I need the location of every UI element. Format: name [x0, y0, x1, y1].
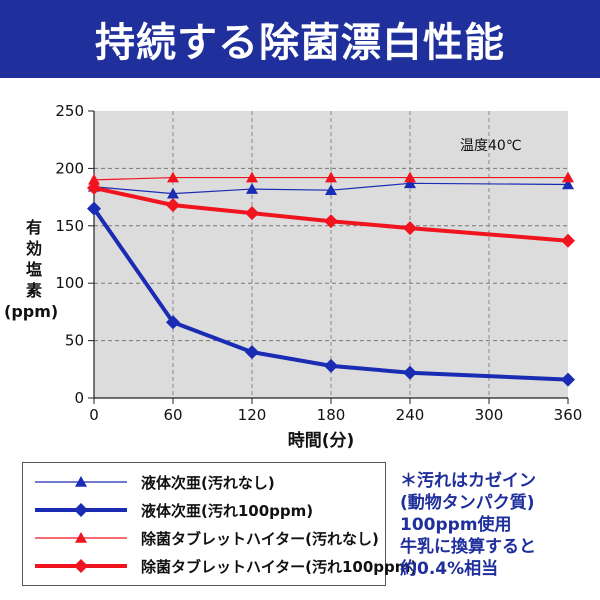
- y-tick-label: 50: [65, 332, 84, 350]
- y-tick-label: 200: [55, 159, 84, 177]
- y-axis-label-line: (ppm): [4, 302, 58, 321]
- data-point: [75, 476, 87, 487]
- legend-swatch-3: [31, 556, 131, 576]
- y-tick-label: 150: [55, 217, 84, 235]
- y-tick-label: 100: [55, 274, 84, 292]
- title-banner: 持続する除菌漂白性能: [0, 0, 600, 78]
- y-tick-label: 0: [74, 389, 84, 407]
- page-title: 持続する除菌漂白性能: [95, 10, 505, 68]
- legend-swatch-1: [31, 500, 131, 520]
- legend-label: 除菌タブレットハイター(汚れなし): [141, 528, 379, 549]
- y-axis-label-line: 効: [26, 239, 42, 258]
- y-axis-label-line: 有: [26, 218, 42, 237]
- legend-label: 液体次亜(汚れ100ppm): [141, 500, 313, 521]
- x-tick-label: 60: [163, 406, 182, 424]
- legend-item: 液体次亜(汚れ100ppm): [31, 497, 313, 523]
- legend-label: 液体次亜(汚れなし): [141, 472, 275, 493]
- x-tick-label: 240: [396, 406, 425, 424]
- chart: 0 50 100 150 200 250 0 60 120 180 240 300 360 時間(分) 有効…: [0, 78, 600, 458]
- legend-swatch-2: [31, 528, 131, 548]
- footnote-line: 100ppm使用: [400, 514, 595, 536]
- y-axis-label-line: 素: [26, 281, 42, 300]
- legend-item: 液体次亜(汚れなし): [31, 469, 275, 495]
- footnote-line: 約0.4%相当: [400, 558, 595, 580]
- legend-swatch-0: [31, 472, 131, 492]
- y-axis-label: 有効塩素 (ppm): [4, 218, 58, 321]
- footnote-line: ＊汚れはカゼイン: [400, 470, 595, 492]
- data-point: [74, 503, 88, 517]
- x-tick-label: 120: [238, 406, 267, 424]
- footnote-line: 牛乳に換算すると: [400, 536, 595, 558]
- y-axis-label-line: 塩: [26, 260, 42, 279]
- annotation: 温度40℃: [460, 138, 522, 154]
- data-point: [74, 559, 88, 573]
- x-tick-label: 360: [554, 406, 583, 424]
- legend-label: 除菌タブレットハイター(汚れ100ppm): [141, 556, 417, 577]
- x-axis-label: 時間(分): [288, 430, 355, 451]
- legend-item: 除菌タブレットハイター(汚れ100ppm): [31, 553, 417, 579]
- x-tick-label: 300: [475, 406, 504, 424]
- y-tick-label: 250: [55, 102, 84, 120]
- legend-item: 除菌タブレットハイター(汚れなし): [31, 525, 379, 551]
- x-tick-label: 180: [317, 406, 346, 424]
- footnote: ＊汚れはカゼイン (動物タンパク質) 100ppm使用 牛乳に換算すると 約0.…: [400, 470, 595, 580]
- legend: 液体次亜(汚れなし) 液体次亜(汚れ100ppm) 除菌タブレットハイター(汚れ…: [22, 462, 386, 586]
- footnote-line: (動物タンパク質): [400, 492, 595, 514]
- x-tick-label: 0: [89, 406, 99, 424]
